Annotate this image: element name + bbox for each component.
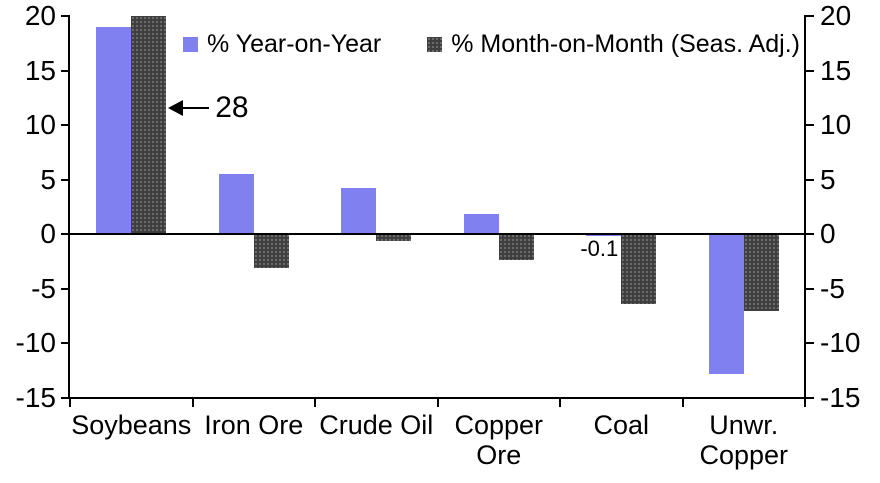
bar-yoy-iron-ore xyxy=(218,174,254,235)
legend-label-year-on-year: % Year-on-Year xyxy=(207,30,382,58)
y-tick-label-right: -15 xyxy=(820,382,861,413)
y-tick-right-mark xyxy=(806,178,814,181)
legend-swatch-year-on-year-icon xyxy=(183,36,198,52)
y-tick-label-left: -10 xyxy=(15,327,56,359)
x-tick-mark xyxy=(804,399,806,407)
legend-label-month-on-month: % Month-on-Month (Seas. Adj.) xyxy=(451,30,800,58)
y-tick-right-mark xyxy=(806,124,814,127)
bar-yoy-crude-oil xyxy=(341,188,377,235)
y-axis-left xyxy=(68,15,70,399)
y-tick-label-right: 15 xyxy=(820,54,852,86)
annotation-arrow-icon xyxy=(168,100,184,116)
bar-yoy-coal xyxy=(586,234,622,237)
x-tick-mark xyxy=(681,399,684,407)
y-tick-left-mark xyxy=(61,233,69,236)
x-tick-mark xyxy=(314,399,316,407)
x-category-label-coal: Coal xyxy=(593,410,650,440)
x-tick-mark xyxy=(69,399,71,407)
x-category-label-crude-oil: Crude Oil xyxy=(319,410,434,440)
bar-yoy-soybeans xyxy=(96,26,132,235)
annotation-clipped-value: 28 xyxy=(215,91,249,124)
y-tick-label-left: -5 xyxy=(31,272,56,304)
y-tick-left-mark xyxy=(61,178,69,181)
y-tick-label-left: 10 xyxy=(24,109,56,141)
y-tick-right-mark xyxy=(806,15,814,17)
annotation-arrow-line xyxy=(183,107,210,109)
x-category-label-copper-ore: Copper Ore xyxy=(454,410,544,470)
y-tick-label-left: 5 xyxy=(40,163,56,195)
y-tick-label-left: 20 xyxy=(24,0,56,31)
y-tick-right-mark xyxy=(806,397,814,399)
bar-yoy-copper-ore xyxy=(463,213,499,235)
y-tick-label-left: 0 xyxy=(40,218,56,250)
bar-mom-iron-ore xyxy=(253,234,289,269)
bar-mom-crude-oil xyxy=(376,234,412,241)
y-tick-label-right: 0 xyxy=(820,218,836,250)
y-tick-right-mark xyxy=(806,69,814,72)
y-tick-left-mark xyxy=(61,397,69,399)
y-axis-right xyxy=(804,15,806,399)
y-tick-left-mark xyxy=(61,15,69,17)
legend-item-month-on-month: % Month-on-Month (Seas. Adj.) xyxy=(427,31,800,57)
legend-item-year-on-year: % Year-on-Year xyxy=(183,31,381,57)
y-tick-left-mark xyxy=(61,69,69,72)
legend-swatch-month-on-month-icon xyxy=(427,36,443,52)
y-tick-right-mark xyxy=(806,342,814,345)
x-category-label-unwr-copper: Unwr. Copper xyxy=(699,410,789,470)
y-tick-left-mark xyxy=(61,287,69,290)
y-tick-left-mark xyxy=(61,342,69,345)
bar-mom-soybeans xyxy=(131,16,167,235)
legend: % Year-on-Year % Month-on-Month (Seas. A… xyxy=(183,31,800,57)
y-tick-right-mark xyxy=(806,233,814,236)
bar-mom-copper-ore xyxy=(498,234,534,261)
y-tick-label-right: 20 xyxy=(820,0,852,31)
y-tick-label-right: 10 xyxy=(820,109,852,141)
y-tick-label-right: -5 xyxy=(820,272,845,304)
annotation-small-value: -0.1 xyxy=(580,236,619,262)
y-tick-label-left: 15 xyxy=(24,54,56,86)
x-axis xyxy=(68,397,806,399)
bar-mom-coal xyxy=(621,234,657,305)
x-tick-mark xyxy=(436,399,439,407)
y-tick-label-right: -10 xyxy=(820,327,861,359)
x-category-label-soybeans: Soybeans xyxy=(71,410,192,440)
zero-line xyxy=(70,233,805,236)
y-tick-right-mark xyxy=(806,287,814,290)
y-tick-left-mark xyxy=(61,124,69,127)
x-category-label-iron-ore: Iron Ore xyxy=(204,410,304,440)
x-tick-mark xyxy=(559,399,561,407)
x-tick-mark xyxy=(191,399,194,407)
y-tick-label-right: 5 xyxy=(820,163,836,195)
bar-yoy-unwr-copper xyxy=(708,234,744,374)
bar-mom-unwr-copper xyxy=(743,234,779,311)
y-tick-label-left: -15 xyxy=(15,382,56,413)
